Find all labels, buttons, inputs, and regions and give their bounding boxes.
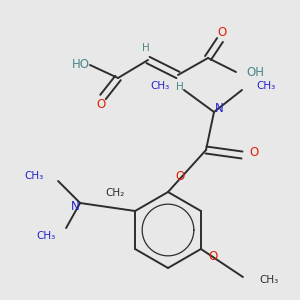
Text: O: O bbox=[208, 250, 218, 263]
Text: CH₃: CH₃ bbox=[37, 231, 56, 241]
Text: CH₃: CH₃ bbox=[151, 81, 170, 91]
Text: O: O bbox=[218, 26, 226, 38]
Text: CH₂: CH₂ bbox=[106, 188, 125, 198]
Text: H: H bbox=[176, 82, 184, 92]
Text: O: O bbox=[176, 170, 184, 184]
Text: OH: OH bbox=[246, 65, 264, 79]
Text: O: O bbox=[96, 98, 106, 110]
Text: N: N bbox=[71, 200, 80, 212]
Text: H: H bbox=[142, 43, 150, 53]
Text: CH₃: CH₃ bbox=[256, 81, 275, 91]
Text: N: N bbox=[214, 101, 224, 115]
Text: HO: HO bbox=[72, 58, 90, 71]
Text: CH₃: CH₃ bbox=[259, 275, 278, 285]
Text: CH₃: CH₃ bbox=[25, 171, 44, 181]
Text: O: O bbox=[249, 146, 259, 160]
